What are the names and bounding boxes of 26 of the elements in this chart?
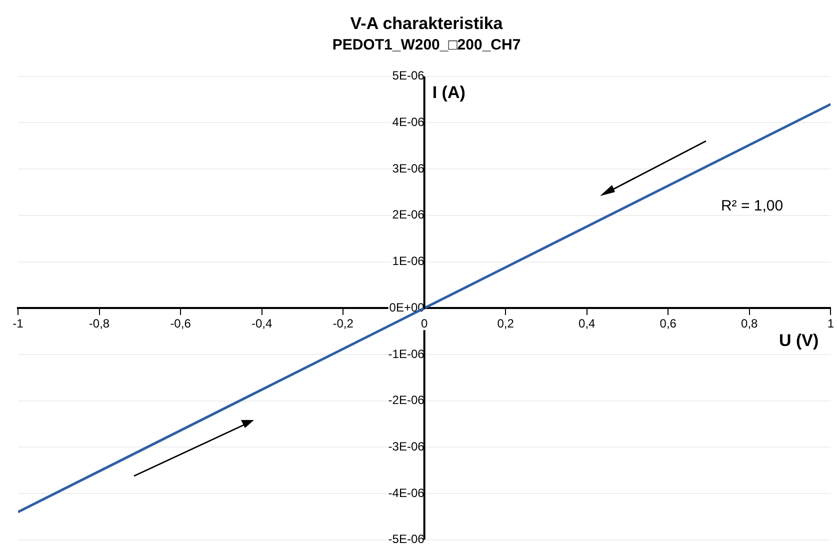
y-tick-label: -5E-06 [388, 532, 425, 546]
x-tick-label: -0,8 [88, 316, 110, 331]
y-tick-label: -1E-06 [388, 346, 425, 361]
chart-title: V-A charakteristika [350, 14, 504, 33]
x-tick-label: 1 [827, 316, 834, 331]
x-tick-label: -0,6 [170, 316, 192, 331]
x-tick-label: 0 [420, 316, 428, 331]
y-tick-label: -3E-06 [388, 439, 425, 454]
y-tick-label: 3E-06 [392, 161, 425, 176]
x-tick-label: 0,8 [741, 316, 758, 331]
y-tick-label: 4E-06 [392, 115, 425, 130]
y-tick-label: 5E-06 [392, 68, 425, 83]
y-tick-label: -2E-06 [388, 393, 425, 408]
chart-subtitle: PEDOT1_W200_□200_CH7 [332, 36, 521, 54]
x-tick-label: 0,6 [660, 316, 677, 331]
x-tick-label: -1 [12, 316, 24, 331]
x-tick-label: -0,4 [251, 316, 272, 331]
annotation: R² = 1,00 [720, 197, 784, 214]
x-tick-label: -0,2 [332, 316, 354, 331]
x-tick-label: 0,4 [578, 316, 596, 331]
x-tick-label: 0,2 [497, 316, 514, 331]
y-axis-title: I (A) [432, 83, 466, 102]
x-axis-title: U (V) [778, 330, 819, 350]
y-tick-label: 2E-06 [392, 208, 425, 222]
y-tick-label: 1E-06 [392, 254, 425, 268]
y-tick-label: -4E-06 [388, 486, 425, 500]
